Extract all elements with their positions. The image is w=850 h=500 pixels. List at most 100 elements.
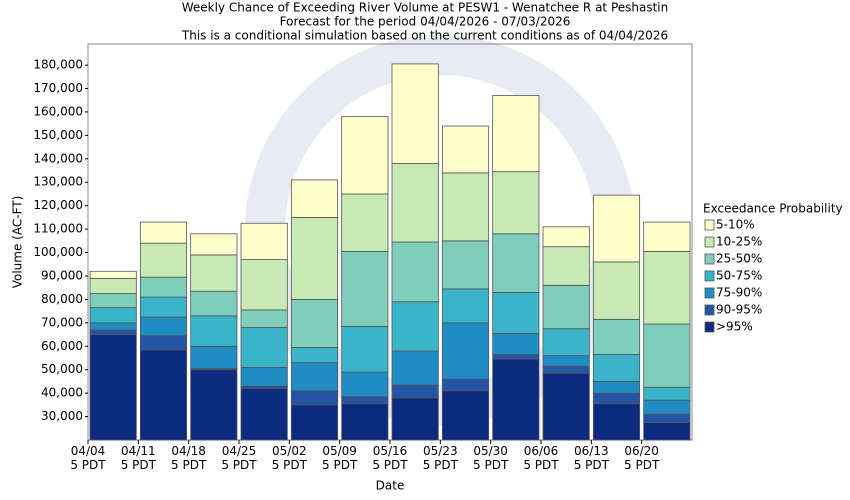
bar-segment	[240, 388, 288, 441]
bar-segment	[492, 358, 540, 441]
bar-segment	[592, 403, 641, 441]
bar-segment	[89, 270, 137, 279]
y-tick-label: 130,000	[33, 175, 83, 189]
bar-segment	[542, 365, 590, 374]
bar-segment	[441, 390, 490, 441]
bar-segment	[643, 323, 691, 388]
bar-segment	[391, 384, 439, 399]
bar-segment	[441, 172, 490, 242]
y-tick-label: 150,000	[33, 128, 83, 142]
bar-segment	[89, 334, 137, 441]
bar-segment	[643, 399, 691, 415]
bar-segment	[290, 179, 339, 218]
x-tick-label: 05/30 5 PDT	[473, 444, 509, 472]
bar-segment	[341, 193, 389, 252]
bar-segment	[391, 241, 439, 303]
legend-label: 5-10%	[716, 218, 755, 232]
legend-label: 90-95%	[716, 303, 762, 317]
bar-segment	[441, 125, 490, 174]
y-tick-label: 170,000	[33, 81, 83, 95]
y-tick-label: 90,000	[41, 268, 83, 282]
bar-segment	[190, 233, 238, 256]
bar-segment	[542, 372, 590, 441]
x-tick-label: 05/23 5 PDT	[422, 444, 458, 472]
bar-segment	[592, 381, 641, 394]
bar-segment	[190, 369, 238, 441]
bar-segment	[643, 386, 691, 401]
bar-segment	[341, 250, 389, 327]
y-tick-label: 30,000	[41, 409, 83, 423]
y-tick-label: 180,000	[33, 58, 83, 72]
legend-label: 25-50%	[716, 252, 762, 266]
legend-swatch	[704, 253, 715, 265]
bar-segment	[89, 307, 137, 324]
bar-segment	[290, 390, 339, 406]
bar-segment	[492, 291, 540, 334]
bar-segment	[341, 396, 389, 405]
bar-segment	[139, 335, 188, 351]
bar-segment	[139, 276, 188, 298]
bar-segment	[89, 277, 137, 294]
bar-segment	[290, 347, 339, 364]
legend-label: 10-25%	[716, 235, 762, 249]
x-tick-label: 05/09 5 PDT	[322, 444, 358, 472]
x-tick-label: 04/04 5 PDT	[70, 444, 106, 472]
bar-segment	[542, 246, 590, 286]
bar-segment	[240, 222, 288, 260]
bar-segment	[643, 221, 691, 252]
chart-title: Weekly Chance of Exceeding River Volume …	[182, 1, 669, 15]
bar-segment	[190, 315, 238, 347]
x-tick-label: 05/02 5 PDT	[271, 444, 307, 472]
legend-swatch	[704, 236, 715, 248]
bar-segment	[290, 404, 339, 441]
x-tick-label: 06/06 5 PDT	[523, 444, 559, 472]
bar-segment	[592, 194, 641, 263]
x-tick-label: 06/13 5 PDT	[573, 444, 609, 472]
bar-segment	[391, 163, 439, 243]
legend-label: 50-75%	[716, 269, 762, 283]
legend-swatch	[704, 270, 715, 282]
x-tick-label: 04/25 5 PDT	[221, 444, 257, 472]
bar-segment	[290, 299, 339, 348]
x-axis-label: Date	[376, 479, 405, 493]
bar-segment	[441, 288, 490, 324]
bar-segment	[139, 296, 188, 318]
y-tick-label: 100,000	[33, 245, 83, 259]
bar-segment	[240, 259, 288, 311]
bar-segment	[592, 392, 641, 405]
subtitle: This is a conditional simulation based o…	[181, 29, 668, 43]
bar-segment	[240, 366, 288, 387]
bar-segment	[492, 95, 540, 173]
legend-swatch	[704, 219, 715, 231]
x-tick-label: 06/20 5 PDT	[624, 444, 660, 472]
bar-segment	[492, 171, 540, 235]
bar-segment	[240, 309, 288, 328]
bar-segment	[492, 233, 540, 293]
bar-segment	[341, 371, 389, 398]
bar-segment	[391, 397, 439, 441]
bar-segment	[391, 63, 439, 164]
subtitle: Forecast for the period 04/04/2026 - 07/…	[280, 15, 571, 29]
y-tick-label: 80,000	[41, 292, 83, 306]
y-tick-label: 70,000	[41, 315, 83, 329]
bar-segment	[492, 332, 540, 355]
bar-segment	[643, 422, 691, 441]
bar-segment	[190, 254, 238, 292]
bar-segment	[441, 240, 490, 290]
bar-segment	[643, 250, 691, 325]
bar-segment	[391, 301, 439, 352]
bar-segment	[542, 226, 590, 248]
bar-segment	[139, 221, 188, 244]
bar-segment	[290, 216, 339, 300]
bar-segment	[592, 318, 641, 355]
y-axis-label: Volume (AC-FT)	[11, 196, 25, 289]
legend-label: 75-90%	[716, 286, 762, 300]
y-tick-label: 120,000	[33, 198, 83, 212]
y-tick-label: 40,000	[41, 386, 83, 400]
bar-segment	[341, 325, 389, 373]
bar-segment	[391, 350, 439, 386]
bar-segment	[240, 327, 288, 368]
bar-segment	[290, 362, 339, 392]
